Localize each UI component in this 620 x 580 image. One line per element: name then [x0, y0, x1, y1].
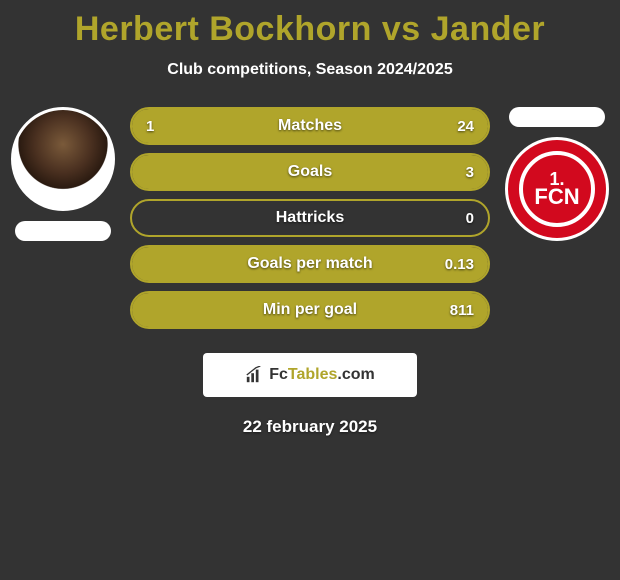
stat-bar-value-right: 0: [466, 210, 474, 227]
player-right-side: 1. FCN: [502, 107, 612, 241]
stat-bar-value-right: 0.13: [445, 256, 474, 273]
comparison-main: 1 Matches 24 Goals 3 Hattricks 0 Goals per matc…: [0, 107, 620, 329]
brand-part2: Tables: [288, 366, 338, 383]
player-left-flag-pill: [15, 221, 111, 241]
brand-part3: .com: [337, 366, 374, 383]
stat-bar: Min per goal 811: [130, 291, 490, 329]
stat-bar: Goals 3: [130, 153, 490, 191]
stat-bar: 1 Matches 24: [130, 107, 490, 145]
brand-box: FcTables.com: [203, 353, 417, 397]
stat-bar-value-left: 1: [146, 118, 154, 135]
stat-bar-label: Goals per match: [247, 255, 372, 273]
club-logo-line2: FCN: [534, 186, 579, 208]
stat-bar-label: Min per goal: [263, 301, 357, 319]
stat-bar-value-right: 3: [466, 164, 474, 181]
stat-bar-label: Goals: [288, 163, 332, 181]
stat-bar: Hattricks 0: [130, 199, 490, 237]
page-title: Herbert Bockhorn vs Jander: [0, 10, 620, 49]
club-logo-inner: 1. FCN: [519, 151, 595, 227]
brand-part1: Fc: [269, 366, 288, 383]
stat-bars: 1 Matches 24 Goals 3 Hattricks 0 Goals per matc…: [130, 107, 490, 329]
brand-text: FcTables.com: [269, 366, 375, 384]
stat-bar-value-right: 811: [450, 302, 474, 319]
player-left-avatar: [11, 107, 115, 211]
player-right-club-logo: 1. FCN: [505, 137, 609, 241]
player-left-side: [8, 107, 118, 241]
date-text: 22 february 2025: [0, 417, 620, 437]
stat-bar: Goals per match 0.13: [130, 245, 490, 283]
stat-bar-fill-left: [132, 109, 146, 143]
subtitle: Club competitions, Season 2024/2025: [0, 61, 620, 79]
stat-bar-label: Hattricks: [276, 209, 344, 227]
stat-bar-label: Matches: [278, 117, 342, 135]
player-right-flag-pill: [509, 107, 605, 127]
stat-bar-value-right: 24: [457, 118, 474, 135]
chart-icon: [245, 366, 263, 384]
